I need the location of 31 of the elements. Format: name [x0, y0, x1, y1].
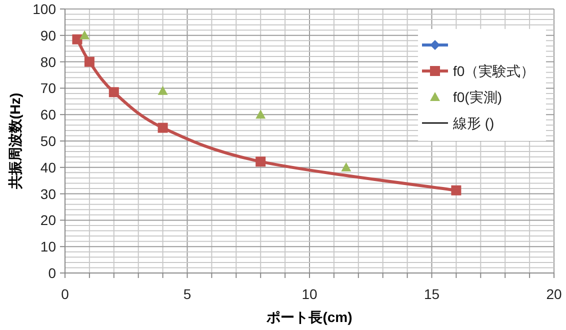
y-tick-label: 0 — [48, 265, 56, 281]
point — [84, 56, 94, 67]
y-tick-label: 30 — [40, 186, 56, 202]
x-tick-label: 10 — [302, 286, 318, 302]
point — [451, 185, 462, 196]
point — [80, 30, 90, 40]
point — [341, 162, 352, 172]
y-axis-title: 共振周波数(Hz) — [7, 92, 23, 190]
x-tick-label: 0 — [61, 286, 70, 302]
y-tick-label: 80 — [40, 54, 56, 70]
point — [72, 34, 82, 44]
y-tick-label: 50 — [40, 133, 56, 149]
x-tick-label: 15 — [424, 286, 440, 302]
x-tick-label: 5 — [183, 286, 192, 302]
x-axis-title: ポート長(cm) — [266, 309, 352, 325]
legend-label: f0(実測) — [453, 89, 502, 105]
legend-label: 線形 () — [452, 115, 494, 131]
x-tick-label: 20 — [546, 286, 562, 302]
y-tick-label: 60 — [40, 106, 56, 123]
y-tick-label: 10 — [40, 238, 56, 255]
legend-label: f0（実験式） — [453, 63, 535, 79]
y-tick-label: 70 — [40, 80, 56, 96]
point — [158, 122, 168, 133]
y-tick-label: 100 — [32, 1, 56, 17]
point — [108, 87, 119, 98]
y-tick-label: 90 — [40, 27, 56, 44]
y-tick-label: 20 — [40, 212, 56, 228]
point — [256, 156, 266, 167]
point — [158, 86, 168, 95]
y-tick-label: 40 — [40, 159, 56, 176]
point — [256, 110, 266, 119]
